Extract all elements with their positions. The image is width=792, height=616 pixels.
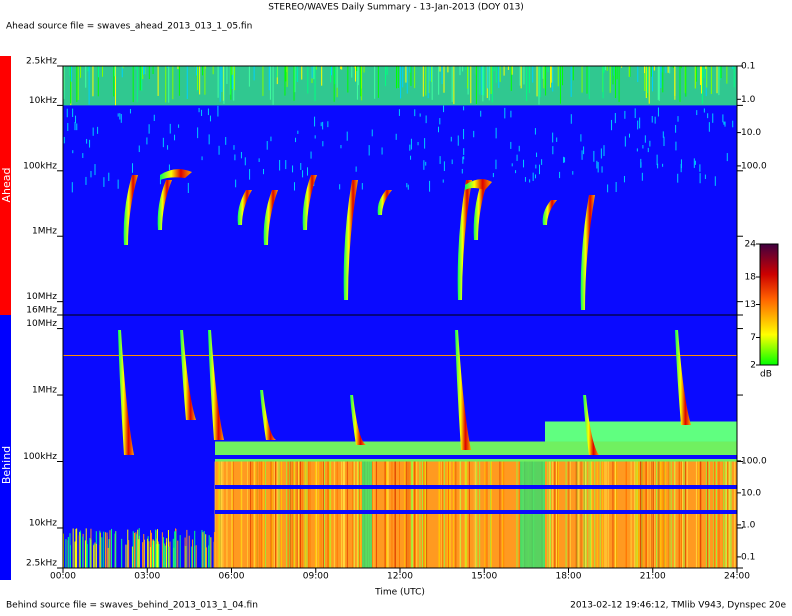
y-tick-label: 10kHz — [29, 518, 57, 528]
y-tick-label: 1MHz — [32, 227, 57, 237]
interference-line — [215, 455, 737, 459]
y2-tick-label: 100.0 — [741, 456, 767, 466]
panel-label: Ahead — [0, 168, 13, 203]
title: STEREO/WAVES Daily Summary - 13-Jan-2013… — [268, 3, 524, 13]
radio-burst — [208, 330, 224, 440]
radio-burst — [465, 179, 492, 190]
x-tick-label: 12:00 — [387, 572, 413, 582]
x-tick-label: 15:00 — [471, 572, 497, 582]
colorbar-tick-label: 2 — [750, 361, 756, 371]
radio-burst — [263, 190, 278, 245]
panel-label: Behind — [0, 446, 13, 484]
x-tick-label: 21:00 — [640, 572, 666, 582]
behind-side-bar — [0, 315, 11, 580]
interference-line — [215, 485, 737, 489]
ahead-side-bar — [0, 56, 11, 315]
radio-burst — [457, 180, 472, 300]
noise-band — [63, 66, 737, 106]
radio-burst — [237, 190, 252, 225]
noise-band — [545, 421, 737, 442]
x-tick-label: 06:00 — [219, 572, 245, 582]
radio-burst — [455, 330, 471, 450]
radio-burst — [473, 180, 488, 240]
y-tick-label: 10MHz — [26, 319, 57, 329]
radio-burst — [377, 190, 392, 215]
radio-burst — [260, 390, 276, 440]
y2-tick-label: 0.1 — [741, 552, 755, 562]
radio-burst — [123, 175, 138, 245]
y-tick-label: 1MHz — [32, 386, 57, 396]
y2-tick-label: 0.1 — [741, 62, 755, 72]
interference-line — [63, 355, 737, 356]
y-tick-label: 2.5kHz — [26, 57, 57, 67]
x-axis-label: Time (UTC) — [374, 588, 425, 598]
y2-tick-label: 1.0 — [741, 520, 756, 530]
colorbar — [759, 243, 779, 366]
radio-burst — [350, 395, 366, 445]
colorbar-tick-label: 7 — [750, 333, 756, 343]
radio-burst — [118, 330, 134, 455]
x-tick-label: 03:00 — [134, 572, 160, 582]
radio-burst — [302, 175, 317, 230]
y2-tick-label: 10.0 — [741, 128, 761, 138]
radio-burst — [160, 169, 192, 180]
x-tick-label: 00:00 — [50, 572, 76, 582]
footer: 2013-02-12 19:46:12, TMlib V943, Dynspec… — [570, 601, 786, 611]
interference-line — [215, 510, 737, 514]
y2-tick-label: 100.0 — [741, 161, 767, 171]
colorbar-unit: dB — [760, 370, 772, 380]
colorbar-tick-label: 24 — [745, 240, 757, 250]
radio-burst — [343, 180, 358, 300]
radio-burst — [180, 330, 196, 420]
radio-burst — [542, 200, 557, 225]
x-tick-label: 09:00 — [303, 572, 329, 582]
y-tick-label: 16MHz — [26, 306, 57, 316]
y-tick-label: 100kHz — [23, 452, 57, 462]
y-tick-label: 100kHz — [23, 161, 57, 171]
y2-tick-label: 1.0 — [741, 95, 756, 105]
radio-burst — [157, 180, 172, 230]
x-tick-label: 18:00 — [556, 572, 582, 582]
radio-burst — [583, 395, 599, 455]
y-tick-label: 10kHz — [29, 96, 57, 106]
y-tick-label: 2.5kHz — [26, 559, 57, 569]
source-file: Ahead source file = swaves_ahead_2013_01… — [6, 22, 252, 32]
y2-tick-label: 10.0 — [741, 488, 761, 498]
radio-burst — [675, 330, 691, 425]
plots: 2.5kHz 10kHz 100kHz 1MHz 10MHz 16MHz 0.1 1.0 10.… — [23, 57, 767, 598]
noise-gap — [362, 461, 372, 568]
x-tick-label: 24:00 — [724, 572, 750, 582]
colorbar-tick-label: 18 — [745, 273, 757, 283]
radio-burst — [580, 195, 595, 310]
source-file: Behind source file = swaves_behind_2013_… — [6, 601, 258, 611]
spectrogram-background — [63, 66, 737, 315]
colorbar-tick-label: 13 — [745, 300, 756, 310]
noise-gap — [520, 461, 545, 568]
y-tick-label: 10MHz — [26, 292, 57, 302]
